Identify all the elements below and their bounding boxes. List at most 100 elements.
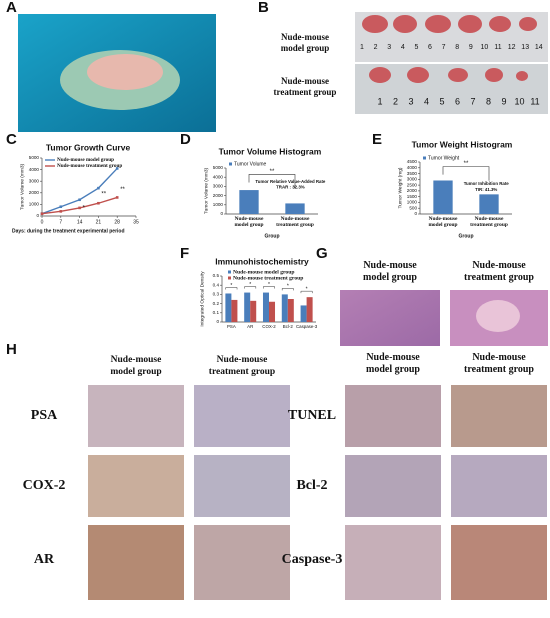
- y-tick-label: 0: [216, 319, 219, 324]
- x-tick-label: Nude-mouse model group: [234, 216, 264, 228]
- y-axis-label: Tumor Volume (mm3): [203, 167, 209, 214]
- chart-title: Tumor Volume Histogram: [219, 146, 322, 156]
- significance-bracket: [263, 286, 275, 289]
- y-tick-label: 1000: [29, 202, 40, 207]
- ruler-number: 8: [455, 44, 459, 51]
- bar: [231, 299, 238, 322]
- point: [40, 212, 44, 215]
- bar: [479, 194, 499, 214]
- x-tick-label: 35: [133, 219, 139, 225]
- significance-bracket: [248, 174, 296, 189]
- ruler-number: 11: [494, 44, 501, 51]
- annotation: TRAR : 32.3%: [276, 184, 305, 189]
- y-tick-label: 4000: [29, 167, 40, 172]
- annotation: Tumor Inhibition Rate: [464, 181, 510, 186]
- legend-label: Tumor Weight: [428, 155, 460, 161]
- x-tick-label: Bcl-2: [283, 324, 294, 329]
- ruler-number: 14: [535, 44, 543, 51]
- bar: [281, 294, 288, 322]
- ruler-number: 2: [374, 44, 378, 51]
- significance-bracket: [442, 166, 490, 181]
- column-header: Nude-mouse model group: [366, 352, 420, 375]
- legend-label: Nude-mouse treatment group: [57, 163, 122, 169]
- annotation: **: [270, 169, 275, 175]
- column-header: Nude-mouse model group: [110, 355, 161, 377]
- ruler-number: 5: [414, 44, 418, 51]
- x-tick-label: Nude-mouse treatment group: [276, 216, 314, 228]
- legend-label: Nude-mouse model group: [57, 157, 114, 163]
- x-tick-label: 0: [41, 219, 44, 225]
- y-tick-label: 0.3: [213, 292, 220, 297]
- ruler-number: 9: [469, 44, 473, 51]
- y-tick-label: 0: [414, 211, 417, 216]
- y-tick-label: 0: [220, 211, 223, 216]
- x-axis-label: Group: [265, 233, 280, 239]
- x-axis-label: Group: [459, 233, 474, 239]
- y-axis-label: Tumor Weight (mg): [397, 167, 403, 208]
- bar: [306, 297, 313, 322]
- panel-letter: H: [6, 341, 17, 358]
- legend-swatch: [229, 162, 232, 166]
- annotation: *: [306, 286, 308, 292]
- bar: [250, 300, 257, 322]
- bar: [300, 305, 307, 322]
- bar: [225, 293, 232, 322]
- ruler-number: 4: [424, 96, 429, 106]
- annotation: **: [120, 187, 125, 193]
- row-label: PSA: [31, 408, 58, 423]
- y-tick-label: 4500: [407, 159, 418, 164]
- column-header: Nude-mouse model group: [363, 260, 417, 283]
- x-tick-label: 21: [96, 219, 102, 225]
- ruler-number: 13: [521, 44, 529, 51]
- y-tick-label: 1000: [407, 200, 418, 205]
- panel-letter: G: [316, 245, 328, 262]
- y-tick-label: 2000: [213, 193, 224, 198]
- annotation: *: [287, 284, 289, 290]
- y-tick-label: 3000: [29, 178, 40, 183]
- panel-letter: E: [372, 131, 382, 148]
- chart-title: Tumor Growth Curve: [46, 142, 131, 152]
- bar: [262, 292, 269, 322]
- row-label: Bcl-2: [296, 478, 327, 493]
- ruler-number: 2: [393, 96, 398, 106]
- ruler-number: 1: [360, 44, 364, 51]
- y-tick-label: 5000: [213, 165, 224, 170]
- x-tick-label: PSA: [227, 324, 236, 329]
- ruler-number: 4: [401, 44, 405, 51]
- x-tick-label: COX-2: [262, 324, 276, 329]
- y-tick-label: 3000: [213, 184, 224, 189]
- legend-swatch: [228, 276, 231, 280]
- legend-swatch: [228, 270, 231, 274]
- annotation: *: [249, 282, 251, 288]
- row-label: AR: [34, 552, 55, 567]
- x-tick-label: 14: [77, 219, 83, 225]
- y-tick-label: 0.5: [213, 273, 220, 278]
- x-tick-label: Caspase-3: [296, 324, 318, 329]
- significance-bracket: [300, 290, 313, 294]
- row-label: Caspase-3: [282, 552, 343, 567]
- photo-a: [18, 14, 216, 132]
- panel-letter: F: [180, 245, 189, 262]
- y-tick-label: 4000: [213, 174, 224, 179]
- point: [115, 196, 119, 199]
- annotation: **: [464, 161, 469, 167]
- y-tick-label: 2500: [407, 182, 418, 187]
- y-axis-label: Integrated Optical Density: [199, 271, 205, 327]
- ruler-number: 6: [428, 44, 432, 51]
- panel-letter: C: [6, 131, 17, 148]
- y-tick-label: 0: [36, 213, 39, 218]
- legend-label: Nude-mouse model group: [233, 269, 294, 275]
- annotation: **: [101, 192, 106, 198]
- annotation: TIR: 41.3%: [475, 187, 497, 192]
- point: [97, 186, 100, 190]
- significance-bracket: [225, 287, 238, 290]
- ruler-number: 7: [470, 96, 475, 106]
- group-label: Nude-mouse model group: [281, 32, 330, 53]
- y-tick-label: 500: [409, 205, 417, 210]
- bar: [239, 190, 259, 214]
- y-tick-label: 0.4: [213, 282, 220, 287]
- ruler-number: 3: [387, 44, 391, 51]
- y-tick-label: 5000: [29, 155, 40, 160]
- y-tick-label: 3500: [407, 171, 418, 176]
